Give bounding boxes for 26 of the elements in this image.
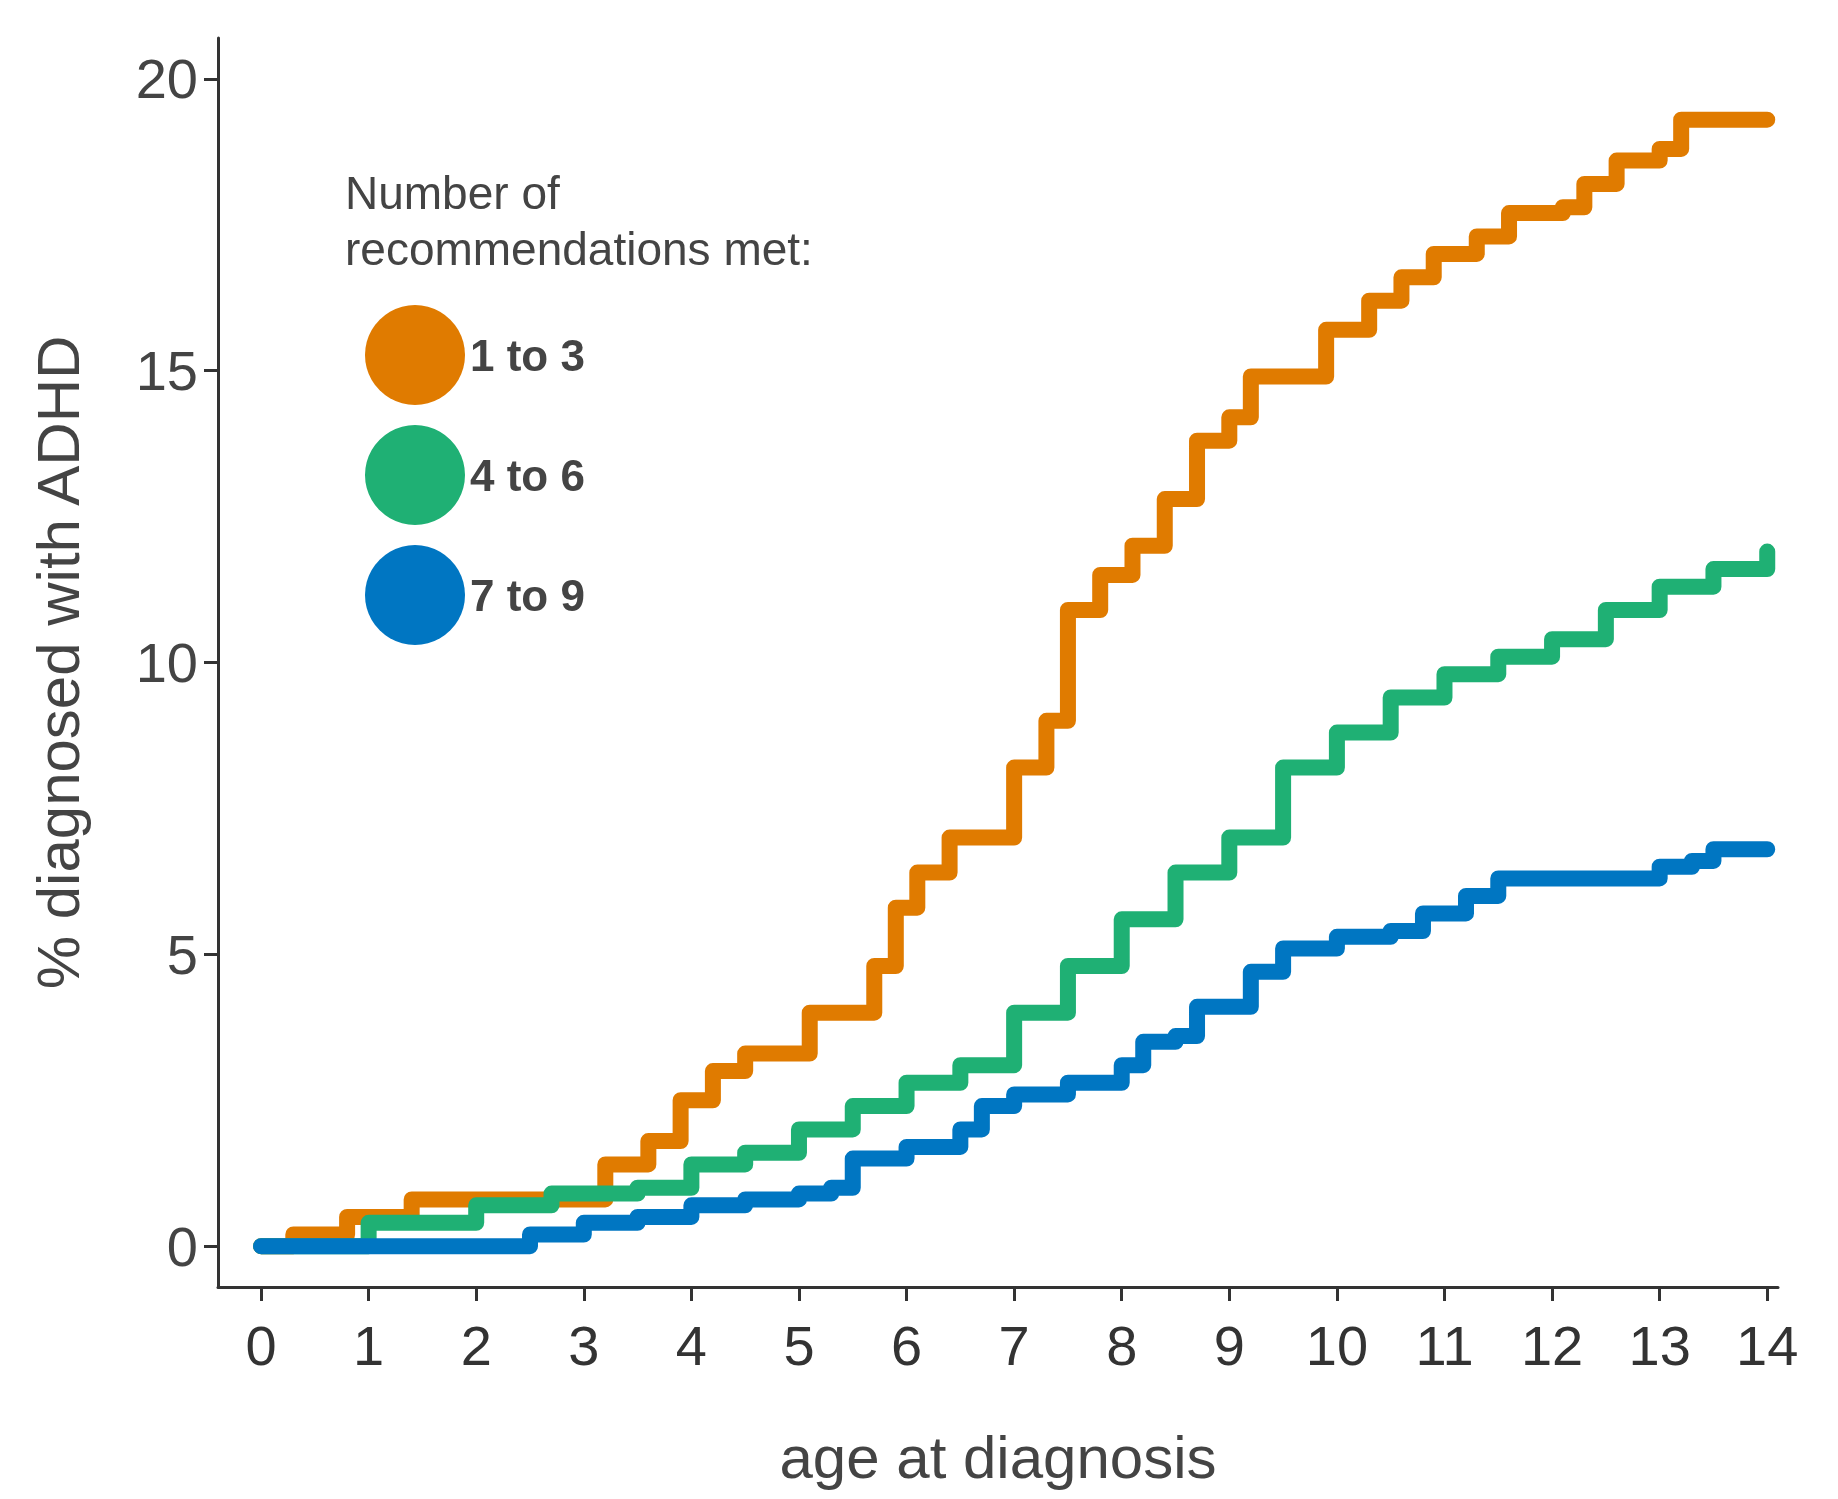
x-tick-label: 2 — [460, 1313, 492, 1377]
x-tick-label: 7 — [998, 1313, 1030, 1377]
legend-label: 4 to 6 — [470, 450, 585, 500]
x-tick-label: 6 — [890, 1313, 923, 1377]
y-tick-label: 20 — [135, 47, 198, 111]
x-tick-label: 0 — [245, 1313, 277, 1377]
y-tick-label: 15 — [135, 339, 198, 403]
y-tick-label: 5 — [166, 922, 198, 986]
x-tick-label: 14 — [1736, 1313, 1799, 1377]
x-tick-label: 9 — [1213, 1313, 1245, 1377]
x-axis-title: age at diagnosis — [779, 1423, 1217, 1491]
x-tick-label: 4 — [675, 1313, 707, 1377]
x-tick-label: 3 — [568, 1313, 600, 1377]
x-tick-label: 10 — [1305, 1313, 1369, 1377]
legend-title: Number of recommendations met: — [345, 167, 813, 275]
y-axis-title: % diagnosed with ADHD — [24, 335, 92, 990]
x-tick-label: 11 — [1415, 1313, 1474, 1377]
y-tick-label: 10 — [135, 631, 198, 694]
x-tick-label: 5 — [783, 1313, 815, 1377]
x-tick-label: 8 — [1106, 1313, 1138, 1377]
x-tick-label: 12 — [1520, 1313, 1584, 1377]
legend-label: 1 to 3 — [470, 330, 585, 380]
x-tick-label: 13 — [1628, 1313, 1691, 1377]
y-tick-label: 0 — [166, 1214, 198, 1278]
x-tick-label: 1 — [353, 1313, 385, 1377]
legend-label: 7 to 9 — [470, 570, 585, 620]
